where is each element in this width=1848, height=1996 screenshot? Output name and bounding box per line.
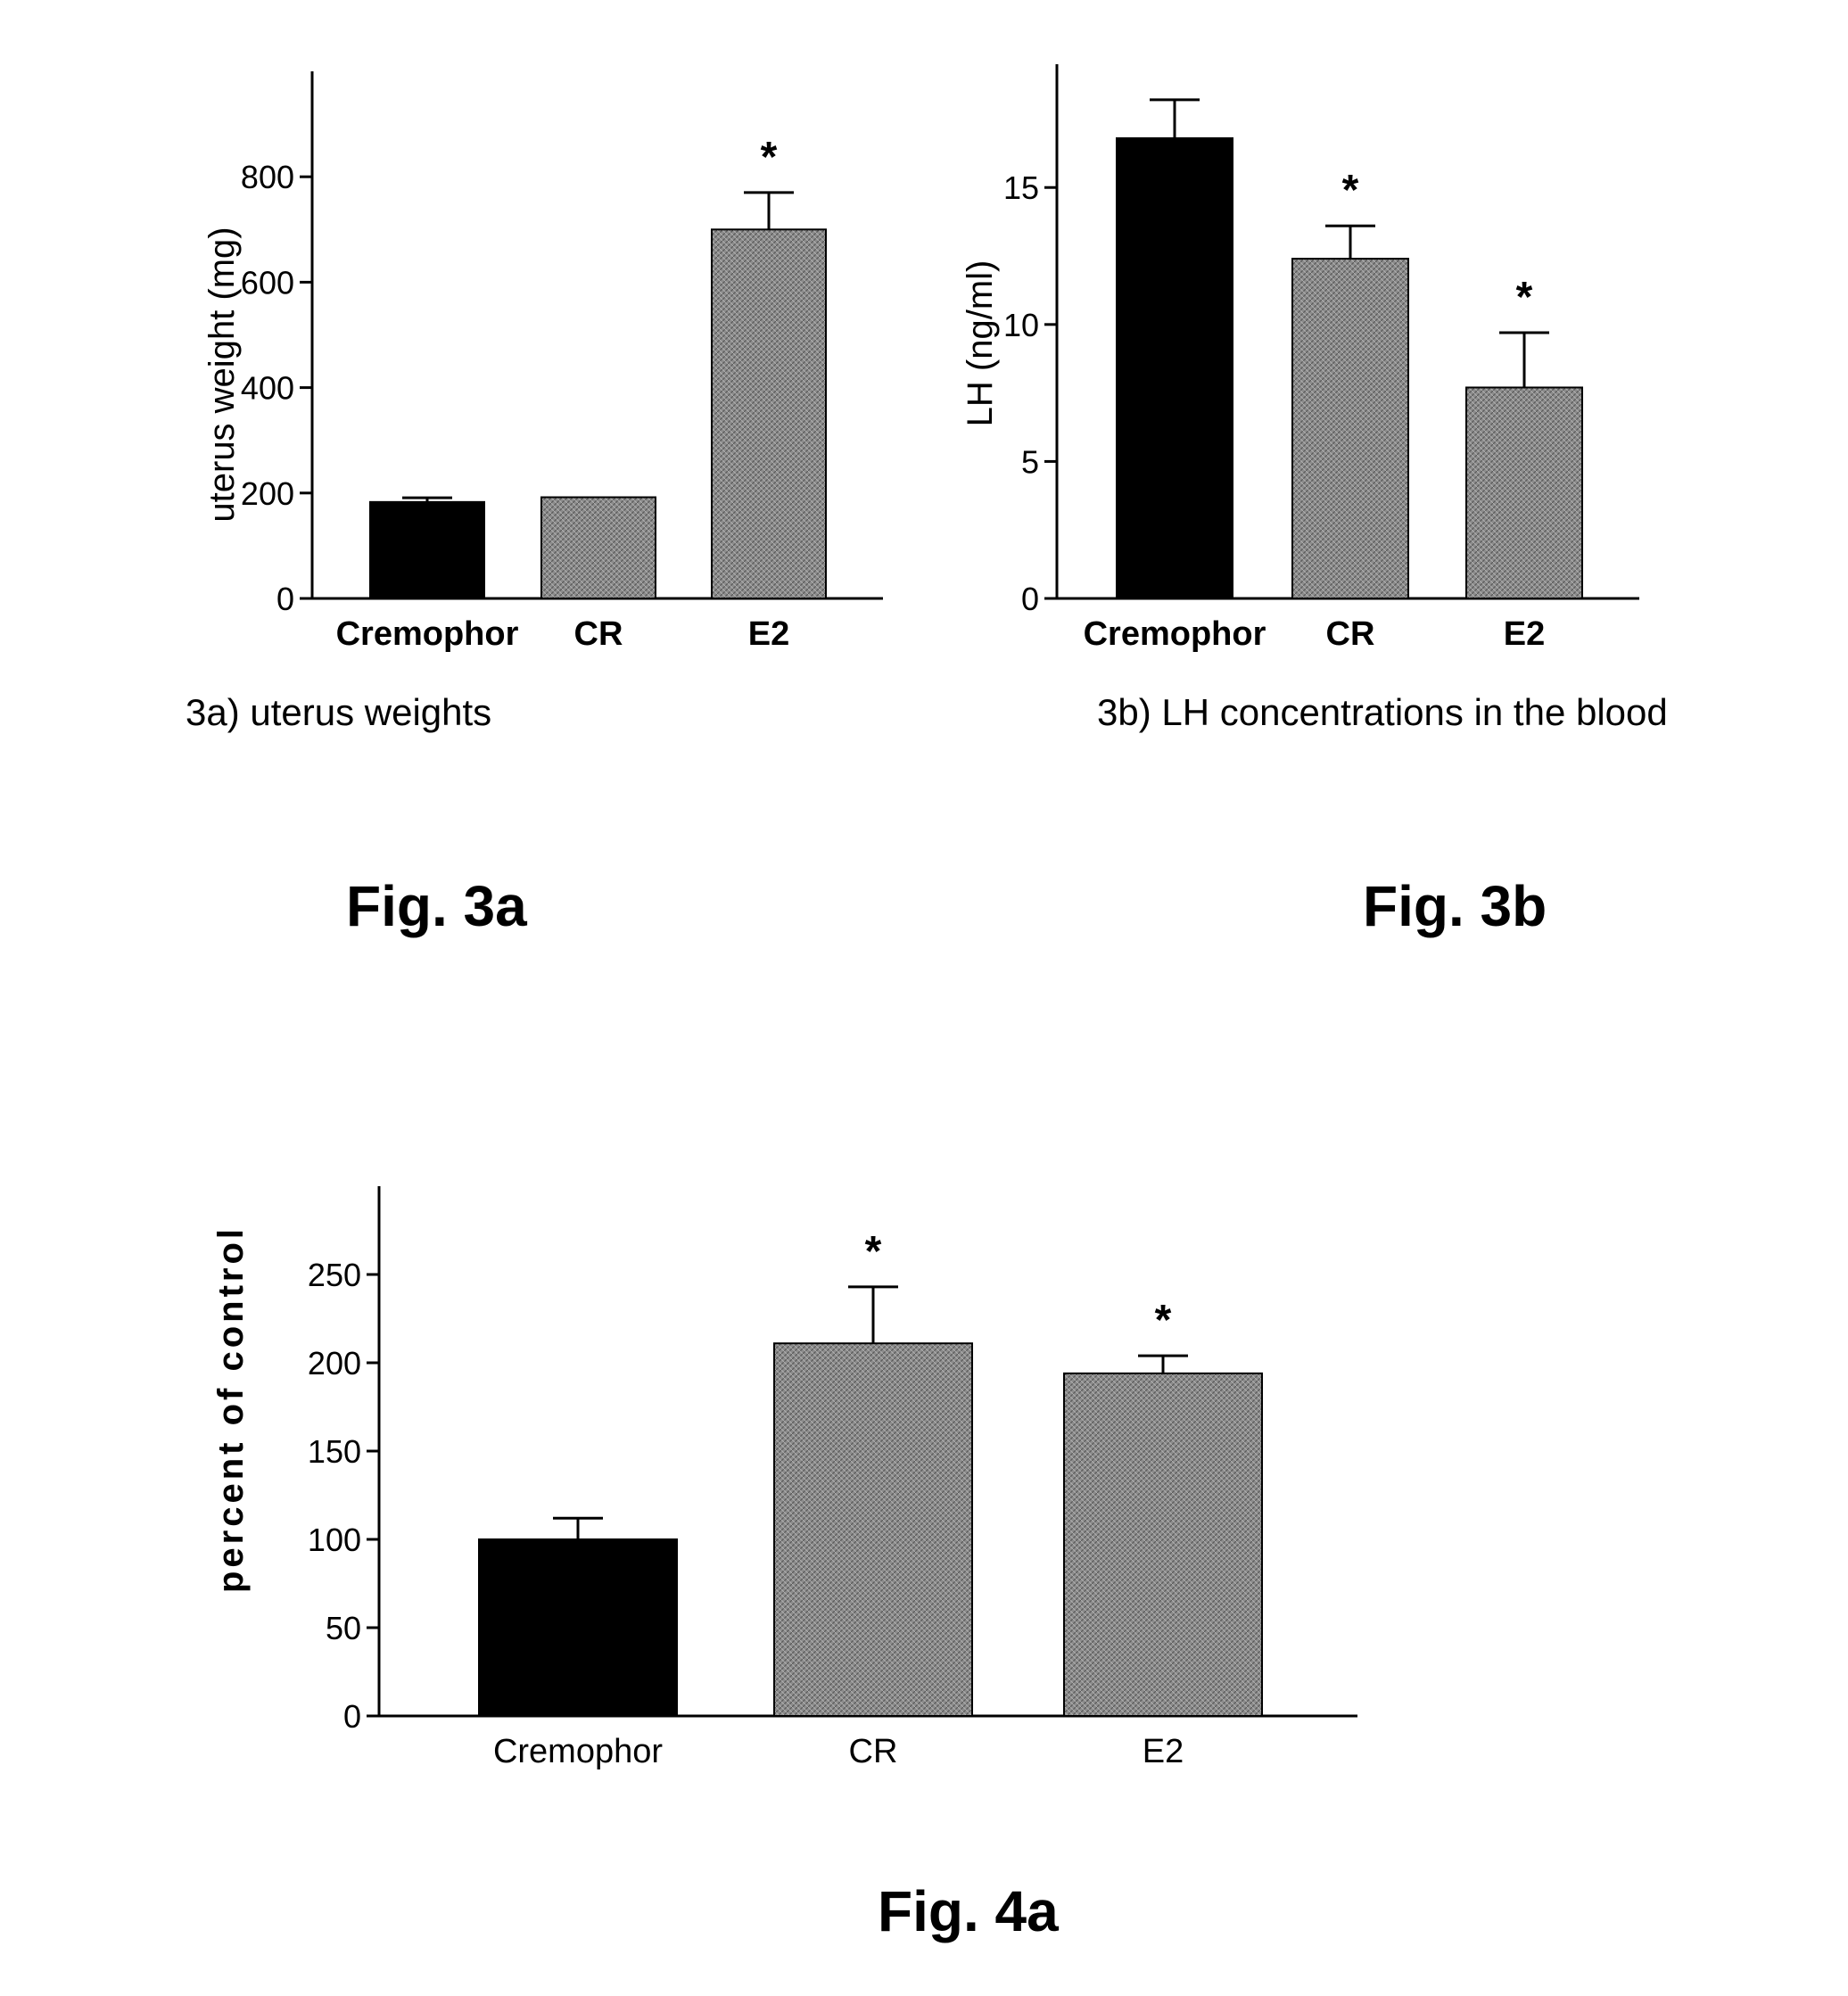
significance-marker: *: [1342, 167, 1359, 214]
x-tick-label: E2: [1143, 1733, 1184, 1770]
chart-caption: 3a) uterus weights: [186, 691, 491, 733]
y-tick-label: 5: [1021, 443, 1039, 480]
chart-caption: 3b) LH concentrations in the blood: [1097, 691, 1668, 733]
bar: [773, 1342, 973, 1717]
x-tick-label: E2: [748, 615, 789, 653]
y-tick-label: 100: [308, 1522, 361, 1558]
y-tick-label: 0: [1021, 581, 1039, 617]
bar: [711, 228, 827, 599]
x-tick-label: Cremophor: [493, 1733, 663, 1770]
y-tick-label: 200: [241, 475, 294, 512]
x-tick-label: E2: [1504, 615, 1545, 653]
y-tick-label: 10: [1003, 307, 1039, 343]
x-tick-label: CR: [1326, 615, 1375, 653]
significance-marker: *: [1155, 1297, 1172, 1344]
y-tick-label: 800: [241, 159, 294, 195]
y-tick-label: 150: [308, 1433, 361, 1470]
significance-marker: *: [865, 1228, 882, 1275]
x-tick-label: CR: [849, 1733, 898, 1770]
y-axis-title: LH (ng/ml): [961, 260, 1000, 427]
bar: [1291, 258, 1409, 599]
chart-uterus-weight: uterus weight (mg) 3a) uterus weights Fi…: [186, 71, 883, 938]
figure-label: Fig. 3a: [346, 874, 527, 938]
significance-marker: *: [1516, 274, 1533, 321]
y-tick-label: 250: [308, 1257, 361, 1293]
bar: [478, 1538, 678, 1717]
x-tick-label: Cremophor: [336, 615, 519, 653]
y-axis-title: percent of control: [211, 1225, 251, 1593]
y-tick-label: 200: [308, 1345, 361, 1382]
bar: [1116, 136, 1233, 599]
figure-label: Fig. 3b: [1363, 874, 1547, 938]
figure-label: Fig. 4a: [878, 1879, 1059, 1943]
y-tick-label: 0: [276, 581, 294, 617]
bar: [369, 500, 485, 599]
y-tick-label: 15: [1003, 169, 1039, 206]
y-tick-label: 0: [343, 1698, 361, 1735]
y-tick-label: 400: [241, 370, 294, 407]
y-tick-label: 600: [241, 264, 294, 301]
bar: [540, 496, 656, 600]
y-axis-title: uterus weight (mg): [202, 227, 242, 522]
x-tick-label: CR: [574, 615, 623, 653]
chart-percent-of-control: percent of control Fig. 4a 0 50 100 150 200 2…: [211, 1186, 1357, 1943]
bar: [1465, 386, 1583, 599]
significance-marker: *: [761, 134, 778, 181]
bar: [1063, 1372, 1263, 1717]
y-tick-label: 50: [326, 1610, 361, 1646]
x-tick-label: Cremophor: [1084, 615, 1266, 653]
chart-lh-concentration: LH (ng/ml) 3b) LH concentrations in the …: [961, 64, 1668, 938]
